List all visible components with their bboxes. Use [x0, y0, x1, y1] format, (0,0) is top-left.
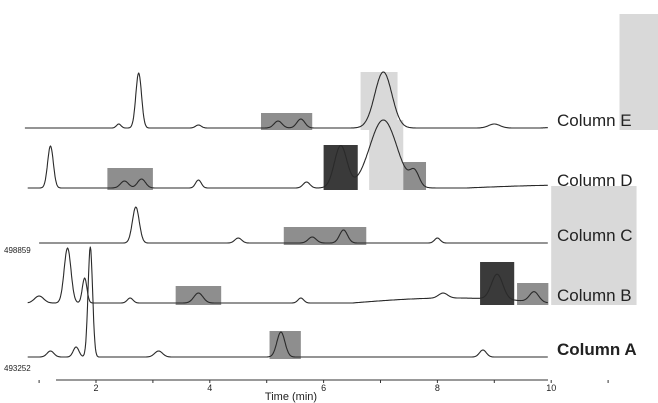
series-label-layer: Column E Column D Column C Column B Column A: [557, 111, 637, 359]
peak-highlight-light: [619, 14, 658, 130]
trace-column-d: [27, 119, 548, 189]
side-label-top: 498859: [4, 246, 31, 255]
peak-highlight-medium: [107, 168, 153, 190]
series-label-column-d: Column D: [557, 171, 633, 190]
trace-column-a: [27, 246, 548, 358]
peak-highlight-light: [551, 186, 637, 305]
peak-highlight-medium: [175, 286, 222, 305]
x-tick-label: 6: [321, 383, 326, 393]
x-axis-title: Time (min): [265, 391, 317, 403]
series-label-column-b: Column B: [557, 286, 632, 305]
trace-column-b: [27, 247, 548, 304]
trace-column-e: [24, 71, 548, 129]
peak-highlight-dark: [480, 262, 515, 305]
series-label-column-c: Column C: [557, 226, 633, 245]
x-tick-label: 8: [435, 383, 440, 393]
peak-highlight-dark: [323, 145, 358, 190]
x-tick-label: 4: [207, 383, 212, 393]
trace-layer: [24, 71, 548, 358]
side-label-bottom: 493252: [4, 364, 31, 373]
trace-column-c: [39, 206, 548, 244]
series-label-column-e: Column E: [557, 111, 632, 130]
peak-highlight-medium: [403, 162, 427, 190]
x-tick-label: 10: [546, 383, 556, 393]
series-label-column-a: Column A: [557, 340, 637, 359]
peak-highlight-medium: [261, 113, 313, 130]
peak-highlight-light: [369, 120, 404, 190]
x-tick-label: 2: [93, 383, 98, 393]
x-axis: 24681012141618: [38, 379, 609, 393]
